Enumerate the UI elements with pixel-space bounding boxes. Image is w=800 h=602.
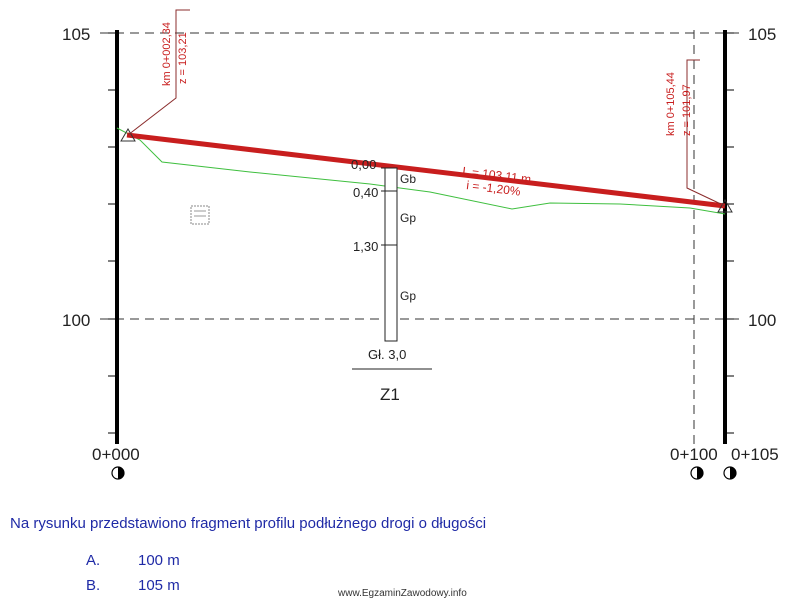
end-point-leader [686,59,726,207]
borehole-name: Z1 [380,385,400,404]
start-point-leader [127,9,190,136]
grade-slope-label: i = -1,20% [466,178,522,199]
start-point-z: z = 103,21 [177,32,189,84]
elevation-label-100-left: 100 [62,311,90,330]
borehole-depth-2: 1,30 [353,239,378,254]
start-point-triangle [120,128,136,142]
answer-letter: B. [86,577,101,594]
elevation-label-105-left: 105 [62,25,90,44]
start-point-km: km 0+002,34 [161,22,173,86]
end-point-z: z = 101,97 [681,84,693,136]
elevation-label-105-right: 105 [748,25,776,44]
answer-option-b[interactable]: B. 105 m [86,577,180,594]
answer-letter: A. [86,552,101,569]
borehole-column [384,167,398,342]
station-symbol-0105-icon [723,466,737,480]
left-axis-ticks [108,32,117,434]
answer-option-a[interactable]: A. 100 m [86,552,180,569]
road-profile-diagram: 105 105 100 100 km 0+002,34 z = 103,21 k… [62,9,779,480]
stamp-icon [190,205,210,225]
grade-line [126,132,726,209]
borehole-layer-3: Gp [400,289,416,303]
borehole-depth-0: 0,00 [351,157,376,172]
borehole-depth-1: 0,40 [353,185,378,200]
terrain-line [116,127,726,215]
end-point-triangle [717,199,733,213]
end-point-km: km 0+105,44 [665,72,677,136]
watermark: www.EgzaminZawodowy.info [338,588,467,599]
borehole-layer-2: Gp [400,211,416,225]
question-text: Na rysunku przedstawiono fragment profil… [10,515,487,532]
station-symbol-0000-icon [111,466,125,480]
right-axis-ticks [725,32,734,434]
station-label-0100: 0+100 [670,445,718,464]
answer-text: 100 m [138,552,180,569]
borehole-total-depth: Gł. 3,0 [368,347,406,362]
station-symbol-0100-icon [690,466,704,480]
station-label-0000: 0+000 [92,445,140,464]
station-label-0105: 0+105 [731,445,779,464]
answer-text: 105 m [138,577,180,594]
elevation-label-100-right: 100 [748,311,776,330]
borehole-layer-1: Gb [400,172,416,186]
